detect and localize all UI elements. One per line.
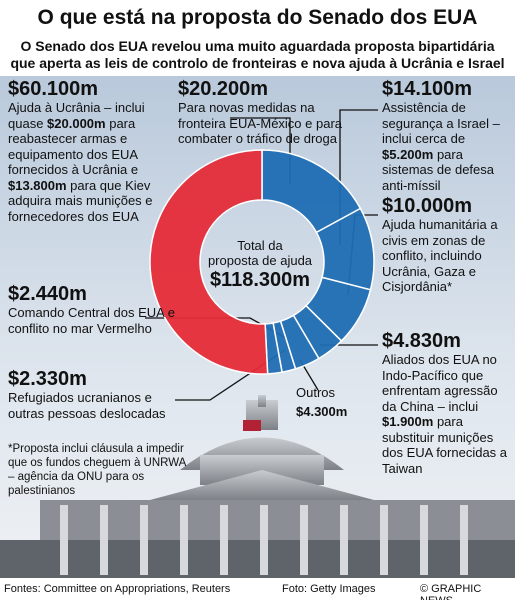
segment-label: $60.100m Ajuda à Ucrânia – inclui quase $… — [8, 78, 178, 224]
description-run: Ajuda à Ucrânia – inclui quase — [8, 100, 145, 131]
segment-label: $10.000m Ajuda humanitária a civis em zon… — [382, 195, 512, 295]
description-run: $13.800m — [8, 177, 67, 193]
subtitle-line: O Senado dos EUA revelou uma muito aguar… — [20, 38, 495, 54]
description: Ajuda à Ucrânia – inclui quase $20.000m … — [8, 100, 178, 224]
center-label-line: Total da — [237, 238, 283, 253]
donut-segment — [149, 149, 269, 375]
segment-label: $14.100m Assistência de segurança a Israe… — [382, 78, 512, 193]
description-run: $20.000m — [47, 115, 106, 131]
value-label: $60.100m — [8, 78, 99, 100]
description-run: Aliados dos EUA no Indo-Pacífico que enf… — [382, 352, 498, 414]
description-run: Para novas medidas na fronteira EUA-Méxi… — [178, 100, 343, 146]
description-run: Outros — [296, 385, 336, 400]
value-label: $10.000m — [382, 195, 473, 217]
description-run: para sistemas de defesa anti-míssil — [382, 146, 495, 193]
total: $118.300m — [209, 269, 311, 291]
title: O que está na proposta do Senado dos EUA — [37, 6, 478, 29]
description-run: Ajuda humanitária a civis em zonas de co… — [382, 217, 498, 294]
value-label: $14.100m — [382, 78, 473, 100]
value-label: $20.200m — [178, 78, 269, 100]
description-run: Comando Central dos EUA e conflito no ma… — [8, 305, 175, 336]
description-run: para reabastecer armas e equipamento dos… — [8, 115, 139, 178]
segment-label: $20.200m Para novas medidas na fronteira … — [178, 78, 358, 147]
description-run: para que Kiev adquira mais munições e fo… — [8, 177, 153, 224]
description-run: $1.900m — [382, 414, 434, 429]
description: Ajuda humanitária a civis em zonas de co… — [382, 217, 512, 295]
description: Comando Central dos EUA e conflito no ma… — [8, 305, 178, 336]
value-label: $4.300m — [296, 403, 348, 419]
sources: Fontes: Committee on Appropriations, Reu… — [4, 583, 231, 595]
subtitle: O Senado dos EUA revelou uma muito aguar… — [0, 38, 515, 72]
description: Assistência de segurança a Israel – incl… — [382, 100, 512, 193]
description-run: Refugiados ucranianos e outras pessoas d… — [8, 390, 166, 421]
value-label: $2.440m — [8, 283, 87, 305]
subtitle-line: que aperta as leis de controlo de fronte… — [10, 55, 505, 71]
description: Outros — [296, 385, 376, 401]
credit: © GRAPHIC NEWS — [420, 583, 482, 600]
segment-label: $2.330m Refugiados ucranianos e outras pe… — [8, 368, 183, 421]
center-label: Total da proposta de ajuda $118.300m — [180, 238, 340, 292]
description: Para novas medidas na fronteira EUA-Méxi… — [178, 100, 358, 147]
capitol — [0, 395, 515, 580]
segment-label: Outros $4.300m — [296, 385, 376, 423]
description-run: Assistência de segurança a Israel – incl… — [382, 100, 500, 146]
segment-label: $4.830m Aliados dos EUA no Indo-Pacífico … — [382, 330, 512, 476]
value-label: $4.830m — [382, 330, 461, 352]
description-run: para substituir munições dos EUA forneci… — [382, 414, 508, 476]
center-label-line: proposta de ajuda — [207, 253, 313, 268]
footnote: *Proposta inclui cláusula a impedir que … — [8, 443, 186, 497]
description-run: $5.200m — [382, 146, 434, 162]
description: Refugiados ucranianos e outras pessoas d… — [8, 390, 183, 421]
description: Aliados dos EUA no Indo-Pacífico que enf… — [382, 352, 512, 476]
photo-credit: Foto: Getty Images — [282, 583, 376, 595]
segment-label: $2.440m Comando Central dos EUA e conflit… — [8, 283, 178, 336]
value-label: $2.330m — [8, 368, 87, 390]
